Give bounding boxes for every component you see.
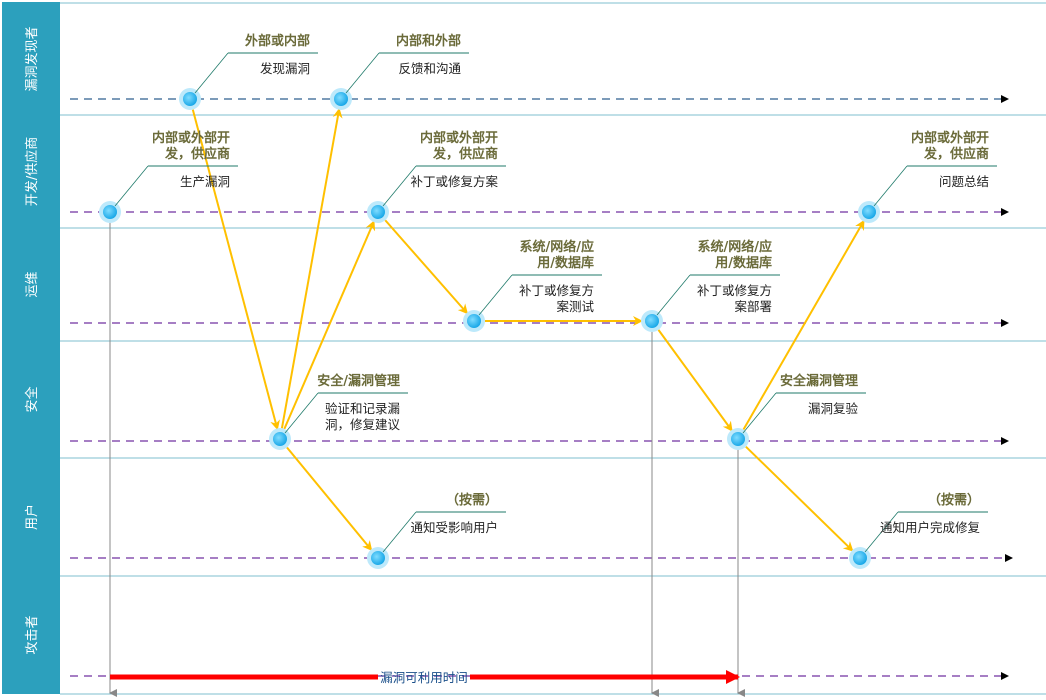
node-description: 补丁或修复方 [697, 283, 772, 298]
node-description: 验证和记录漏 [325, 401, 400, 416]
flow-arrow-H-J [286, 446, 373, 552]
callout-leader [194, 52, 229, 94]
process-node-J: （按需） 通知受影响用户 [367, 492, 506, 569]
node-dot [853, 551, 867, 565]
node-dot [103, 205, 117, 219]
callout-leader [873, 165, 908, 207]
node-title: 安全漏洞管理 [780, 373, 858, 389]
exploit-window-label: 漏洞可利用时间 [380, 670, 468, 685]
node-description: 通知用户完成修复 [880, 520, 981, 535]
flow-arrow-G-I [657, 329, 733, 432]
node-title: 用/数据库 [714, 255, 772, 271]
node-dot [371, 205, 385, 219]
node-dot [731, 432, 745, 446]
node-title: （按需） [928, 492, 980, 508]
node-description: 通知受影响用户 [410, 520, 498, 535]
callout-leader [656, 274, 691, 316]
node-dot [645, 314, 659, 328]
node-dot [862, 205, 876, 219]
lane-label: 漏洞发现者 [24, 26, 40, 91]
callout-leader [284, 392, 319, 434]
node-title: 发，供应商 [164, 146, 230, 162]
flow-arrow-H-D [283, 220, 376, 430]
node-dot [273, 432, 287, 446]
lane-label: 安全 [24, 386, 40, 412]
node-description: 问题总结 [939, 174, 989, 189]
node-title: 发，供应商 [432, 146, 498, 162]
callout-leader [114, 165, 149, 207]
node-title: 内部或外部开 [152, 130, 230, 146]
node-dot [371, 551, 385, 565]
node-description: 发现漏洞 [260, 61, 310, 76]
flow-arrow-I-K [745, 445, 854, 552]
node-description: 补丁或修复方案 [410, 174, 498, 189]
node-description: 洞，修复建议 [325, 417, 401, 432]
node-title: （按需） [446, 492, 498, 508]
callout-leader [864, 511, 899, 553]
node-dot [467, 314, 481, 328]
node-title: 用/数据库 [536, 255, 594, 271]
lane-label: 攻击者 [25, 615, 40, 654]
flow-arrow-D-F [384, 219, 469, 315]
process-node-K: （按需） 通知用户完成修复 [849, 492, 988, 569]
node-description: 案测试 [556, 299, 594, 314]
lane-label: 开发/供应商 [24, 137, 40, 206]
node-description: 案部署 [734, 299, 772, 314]
callout-leader [382, 165, 417, 207]
node-title: 系统/网络/应 [520, 239, 595, 255]
lane-header-column [2, 2, 60, 694]
flow-arrow-I-E [742, 219, 865, 430]
node-title: 系统/网络/应 [698, 239, 773, 255]
node-title: 内部或外部开 [420, 130, 498, 146]
node-description: 生产漏洞 [180, 174, 230, 189]
node-dot [183, 92, 197, 106]
node-dot [334, 92, 348, 106]
node-title: 发，供应商 [923, 146, 989, 162]
callout-leader [742, 392, 777, 434]
flow-arrow-A-H [191, 109, 280, 431]
node-description: 漏洞复验 [808, 401, 859, 416]
callout-leader [382, 511, 417, 553]
flow-arrow-H-B [280, 107, 343, 429]
node-description: 补丁或修复方 [519, 283, 594, 298]
node-title: 外部或内部 [244, 33, 310, 49]
callout-leader [478, 274, 513, 316]
node-description: 反馈和沟通 [398, 61, 461, 76]
lane-label: 用户 [24, 504, 40, 530]
lane-label: 运维 [25, 271, 40, 297]
node-title: 内部和外部 [396, 33, 461, 49]
node-title: 安全/漏洞管理 [317, 373, 400, 389]
node-title: 内部或外部开 [911, 130, 989, 146]
callout-leader [345, 52, 380, 94]
